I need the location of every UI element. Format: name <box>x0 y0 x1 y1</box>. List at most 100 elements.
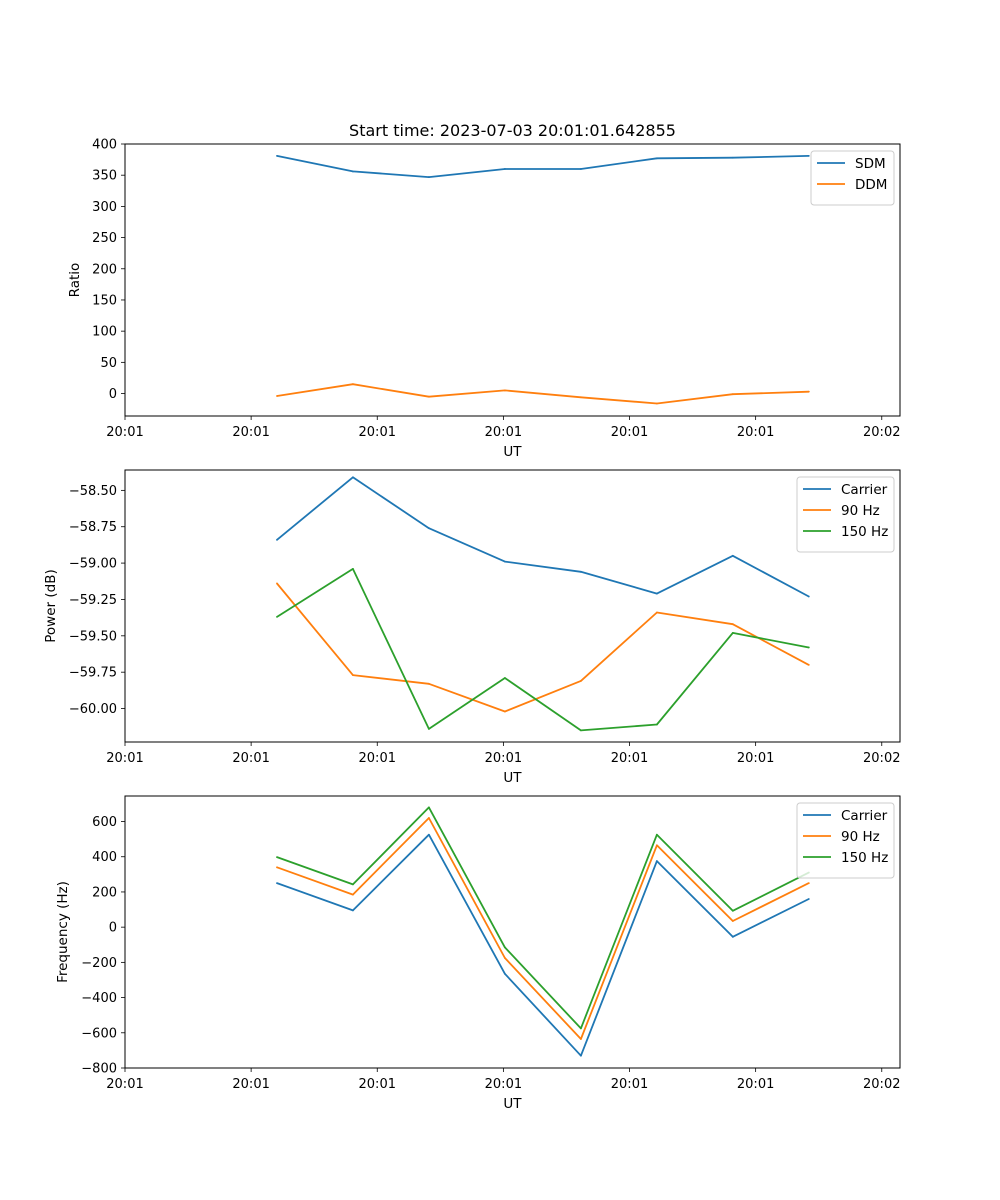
data-point <box>655 860 658 863</box>
y-tick-label: 100 <box>92 325 117 340</box>
x-tick-label: 20:01 <box>359 1077 396 1092</box>
x-tick-label: 20:01 <box>485 425 522 440</box>
y-tick-label: 150 <box>92 293 117 308</box>
data-point <box>731 632 734 634</box>
data-point <box>428 806 430 809</box>
x-tick-label: 20:02 <box>863 425 900 440</box>
data-point <box>352 170 354 173</box>
data-point <box>655 723 658 726</box>
y-tick-label: 0 <box>109 387 117 402</box>
series-line-ddm <box>276 383 809 405</box>
data-point <box>579 1038 582 1040</box>
data-point <box>807 898 810 900</box>
x-tick-label: 20:01 <box>485 751 522 766</box>
data-point <box>276 582 278 585</box>
data-point <box>352 476 354 479</box>
data-point <box>655 402 658 405</box>
series-line-150-hz <box>276 568 809 732</box>
x-tick-label: 20:01 <box>359 425 396 440</box>
data-point <box>731 156 734 159</box>
x-tick-label: 20:01 <box>737 1077 774 1092</box>
chart-panel-3: 20:01 20:01 20:01 20:01 20:01 20:01 20:02 −800 −… <box>55 795 901 1112</box>
data-point <box>579 680 582 682</box>
series-line-90-hz <box>276 817 810 1040</box>
data-point <box>504 389 506 392</box>
data-point <box>655 611 658 614</box>
data-point <box>276 882 278 885</box>
data-point <box>428 682 430 685</box>
data-point <box>579 168 582 170</box>
y-tick-label: 250 <box>92 231 117 246</box>
y-tick-label: −200 <box>81 956 117 971</box>
legend: SDM DDM <box>810 150 895 206</box>
legend-label: 90 Hz <box>841 503 880 519</box>
y-tick-label: −59.00 <box>69 557 117 572</box>
legend-box <box>810 150 895 206</box>
data-point <box>807 664 810 666</box>
legend-label: DDM <box>855 177 887 193</box>
data-point <box>731 909 734 912</box>
axes-frame <box>124 469 901 743</box>
data-point <box>276 856 278 858</box>
data-point <box>428 728 430 730</box>
data-point <box>731 935 734 938</box>
x-axis-label: UT <box>503 444 522 460</box>
legend: Carrier 90 Hz 150 Hz <box>796 476 895 553</box>
data-point <box>352 383 354 386</box>
axes-frame <box>124 143 901 417</box>
y-axis-label: Power (dB) <box>43 569 59 642</box>
data-point <box>807 646 810 649</box>
x-axis-label: UT <box>503 770 522 786</box>
x-tick-label: 20:01 <box>106 751 143 766</box>
data-point <box>352 674 354 676</box>
y-tick-label: 600 <box>92 815 117 830</box>
x-tick-label: 20:01 <box>106 425 143 440</box>
y-tick-label: 200 <box>92 885 117 900</box>
y-tick-label: 350 <box>92 169 117 184</box>
y-axis-label: Frequency (Hz) <box>55 881 71 983</box>
x-tick-label: 20:01 <box>611 751 648 766</box>
data-point <box>428 527 430 530</box>
y-tick-label: −59.75 <box>69 666 117 681</box>
data-point <box>579 396 582 399</box>
legend-label: SDM <box>855 156 886 172</box>
x-tick-label: 20:01 <box>232 751 269 766</box>
data-point <box>428 176 430 178</box>
data-point <box>428 395 430 398</box>
series-line-150-hz <box>276 806 810 1030</box>
data-point <box>504 168 506 170</box>
legend-label: 150 Hz <box>841 850 888 866</box>
x-tick-label: 20:01 <box>485 1077 522 1092</box>
x-axis-label: UT <box>503 1096 522 1112</box>
x-tick-label: 20:01 <box>737 751 774 766</box>
data-point <box>807 390 810 393</box>
y-tick-label: −400 <box>81 991 117 1006</box>
y-axis-label: Ratio <box>67 263 83 298</box>
charts-container: 20:01 20:01 20:01 20:01 20:01 20:01 20:02 0 50 10… <box>43 121 901 1112</box>
data-point <box>276 866 278 869</box>
data-point <box>276 395 278 397</box>
legend-box <box>796 476 895 553</box>
series-line-sdm <box>276 155 809 179</box>
data-point <box>655 592 658 595</box>
x-tick-label: 20:01 <box>611 1077 648 1092</box>
series-line-carrier <box>276 476 810 598</box>
data-point <box>731 920 734 922</box>
data-point <box>504 957 506 959</box>
data-point <box>352 909 354 912</box>
data-point <box>504 946 506 949</box>
series-line-90-hz <box>276 582 810 713</box>
data-point <box>807 882 810 885</box>
legend-label: 90 Hz <box>841 829 880 845</box>
y-tick-label: −58.75 <box>69 520 117 535</box>
data-point <box>504 677 506 679</box>
data-point <box>579 1054 582 1057</box>
data-point <box>579 1027 582 1030</box>
axes-frame <box>124 795 901 1069</box>
y-tick-label: 400 <box>92 850 117 865</box>
chart-panel-2: 20:01 20:01 20:01 20:01 20:01 20:01 20:02 −60.0… <box>43 469 901 786</box>
data-point <box>428 817 430 819</box>
data-point <box>504 560 506 563</box>
y-tick-label: −59.50 <box>69 629 117 644</box>
x-tick-label: 20:01 <box>359 751 396 766</box>
